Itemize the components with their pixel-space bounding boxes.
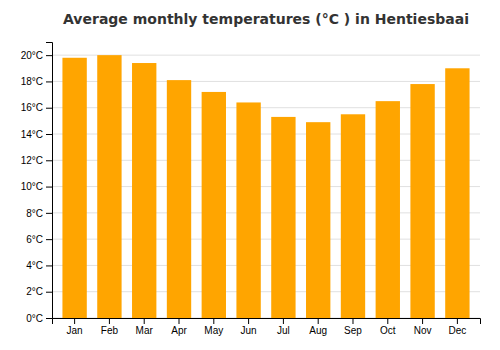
tick-label: 6°C [26, 234, 43, 245]
tick-label: Oct [380, 325, 396, 336]
axis-line [53, 319, 481, 325]
tick-label: Aug [309, 325, 327, 336]
tick-label: 18°C [21, 76, 43, 87]
y-tick: 0°C [26, 313, 52, 324]
y-tick: 4°C [26, 260, 52, 271]
tick-label: Jun [241, 325, 257, 336]
bar [376, 101, 400, 318]
axis-line [46, 43, 53, 319]
tick-label: 16°C [21, 102, 43, 113]
tick-mark [144, 318, 145, 324]
y-tick: 18°C [21, 76, 52, 87]
y-tick: 12°C [21, 155, 52, 166]
tick-mark [318, 318, 319, 324]
y-axis: 0°C 2°C 4°C 6°C 8°C 10°C 12°C 14°C 16°C 18°C 20°C [21, 43, 53, 324]
plot-area: 0°C 2°C 4°C 6°C 8°C 10°C 12°C 14°C 16°C 18°C 20°C J… [21, 43, 481, 337]
x-tick: Jan [67, 318, 83, 336]
y-tick: 6°C [26, 234, 52, 245]
tick-label: Sep [344, 325, 362, 336]
tick-label: Feb [101, 325, 119, 336]
x-tick: May [204, 318, 223, 336]
tick-mark [46, 239, 52, 240]
x-tick: Apr [171, 318, 187, 336]
bar [306, 122, 330, 318]
x-tick: Nov [414, 318, 432, 336]
tick-label: 14°C [21, 129, 43, 140]
x-tick: Dec [448, 318, 466, 336]
bar [132, 63, 156, 318]
bar [271, 117, 295, 318]
tick-mark [109, 318, 110, 324]
bar [167, 80, 191, 318]
tick-label: 20°C [21, 50, 43, 61]
tick-label: 0°C [26, 313, 43, 324]
bar [236, 102, 260, 318]
bar [97, 55, 121, 318]
x-tick: Jul [277, 318, 290, 336]
x-tick: Sep [344, 318, 362, 336]
tick-label: 2°C [26, 286, 43, 297]
y-tick: 14°C [21, 129, 52, 140]
tick-mark [46, 134, 52, 135]
bar [62, 58, 86, 318]
tick-mark [46, 108, 52, 109]
tick-mark [457, 318, 458, 324]
tick-label: 10°C [21, 181, 43, 192]
tick-label: Mar [136, 325, 154, 336]
tick-mark [213, 318, 214, 324]
y-tick: 16°C [21, 102, 52, 113]
tick-label: Dec [448, 325, 466, 336]
tick-label: 12°C [21, 155, 43, 166]
y-tick: 10°C [21, 181, 52, 192]
tick-mark [46, 55, 52, 56]
chart-svg: 0°C 2°C 4°C 6°C 8°C 10°C 12°C 14°C 16°C 18°C 20°C J… [0, 0, 500, 350]
chart-title: Average monthly temperatures (°C ) in He… [63, 11, 469, 27]
tick-label: Apr [171, 325, 187, 336]
x-tick: Mar [136, 318, 154, 336]
tick-mark [46, 318, 52, 319]
grid [52, 55, 480, 318]
x-tick: Jun [241, 318, 257, 336]
tick-mark [352, 318, 353, 324]
x-tick: Feb [101, 318, 119, 336]
tick-mark [74, 318, 75, 324]
tick-label: May [204, 325, 223, 336]
tick-mark [46, 265, 52, 266]
bar [410, 84, 434, 318]
y-tick: 2°C [26, 286, 52, 297]
y-tick: 8°C [26, 208, 52, 219]
tick-label: 8°C [26, 208, 43, 219]
bar [202, 92, 226, 318]
tick-label: 4°C [26, 260, 43, 271]
tick-mark [46, 292, 52, 293]
tick-mark [46, 187, 52, 188]
tick-label: Jul [277, 325, 290, 336]
tick-mark [422, 318, 423, 324]
bars [62, 55, 469, 318]
x-axis: Jan Feb Mar Apr May Jun Jul Aug Sep Oct Nov Dec [53, 318, 481, 336]
tick-mark [46, 160, 52, 161]
tick-mark [387, 318, 388, 324]
y-tick: 20°C [21, 50, 52, 61]
tick-label: Jan [67, 325, 83, 336]
x-tick: Aug [309, 318, 327, 336]
tick-mark [283, 318, 284, 324]
tick-mark [46, 213, 52, 214]
bar [445, 68, 469, 318]
tick-mark [46, 81, 52, 82]
tick-mark [248, 318, 249, 324]
tick-label: Nov [414, 325, 432, 336]
bar [341, 114, 365, 318]
x-tick: Oct [380, 318, 396, 336]
tick-mark [179, 318, 180, 324]
